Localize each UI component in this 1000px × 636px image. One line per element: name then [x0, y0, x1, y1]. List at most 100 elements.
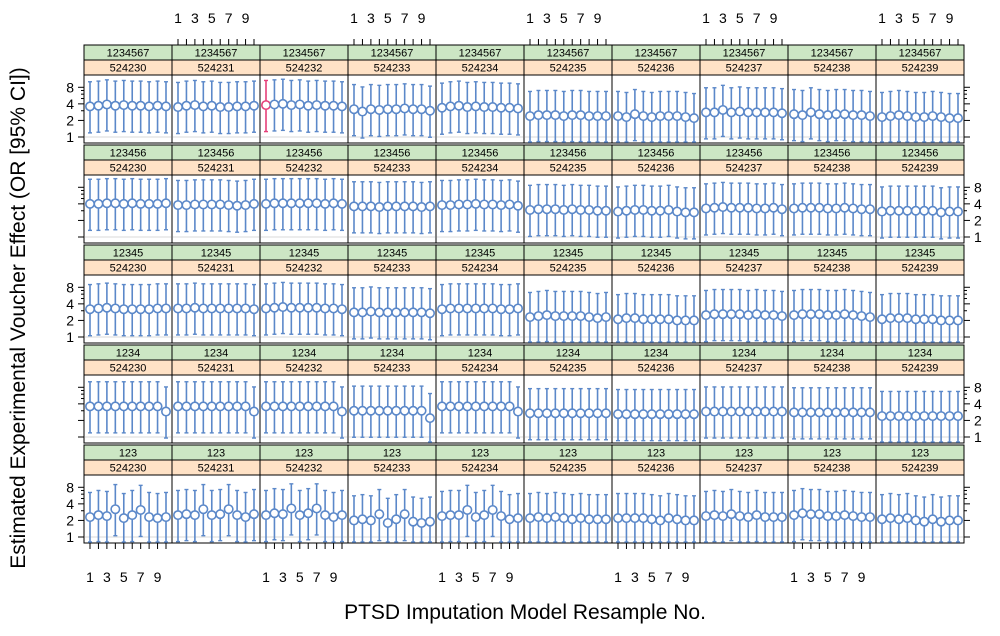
data-point: [348, 104, 359, 115]
data-point: [328, 198, 339, 209]
data-point: [646, 314, 657, 325]
data-point: [101, 511, 112, 522]
x-tick-label: 3: [103, 569, 111, 585]
data-point: [110, 198, 121, 209]
data-point: [424, 516, 435, 527]
data-point: [240, 512, 251, 523]
x-tick-label: 1: [262, 569, 270, 585]
strip-model-label: 1234: [380, 348, 404, 360]
strip-seed-label: 524233: [374, 363, 411, 375]
data-point: [558, 513, 569, 524]
data-point: [952, 411, 963, 422]
strip-model-label: 1234: [556, 348, 580, 360]
strip-model-label: 123456: [286, 148, 323, 160]
data-point: [848, 511, 859, 522]
data-point: [655, 314, 666, 325]
data-point: [902, 111, 913, 122]
panel: 12345 524233: [347, 244, 437, 344]
strip-model-label: 1234567: [195, 48, 238, 60]
data-point: [445, 101, 456, 112]
x-tick-label: 3: [367, 10, 375, 26]
data-point: [952, 515, 963, 526]
data-point: [286, 503, 297, 514]
data-point: [919, 314, 930, 325]
data-point: [768, 512, 779, 523]
strip-model-label: 1234567: [723, 48, 766, 60]
data-point: [93, 510, 104, 521]
data-point: [277, 198, 288, 209]
data-point: [232, 303, 243, 314]
data-point: [672, 206, 683, 217]
x-tick-label: 1: [438, 569, 446, 585]
data-point: [436, 511, 447, 522]
data-point: [726, 202, 737, 213]
data-point: [399, 103, 410, 114]
data-point: [927, 314, 938, 325]
panel-frame: [435, 474, 525, 544]
strip-model-label: 1234: [292, 348, 316, 360]
data-point: [374, 405, 385, 416]
x-tick-label: 1: [526, 10, 534, 26]
data-point: [232, 510, 243, 521]
data-point: [533, 512, 544, 523]
data-point: [453, 100, 464, 111]
panel: 123 524235: [523, 444, 613, 544]
strip-model-label: 12345: [641, 248, 672, 260]
y-axis-title: Estimated Experimental Voucher Effect (O…: [7, 67, 30, 569]
strip-model-label: 12345: [553, 248, 584, 260]
data-point: [584, 111, 595, 122]
y-tick-label: 2: [66, 112, 74, 128]
x-tick-label: 3: [719, 10, 727, 26]
panel-frame: [259, 174, 349, 244]
data-point: [260, 100, 271, 111]
panel-frame: [875, 474, 965, 544]
data-point: [127, 401, 138, 412]
strip-seed-label: 524236: [638, 63, 675, 75]
data-point: [445, 200, 456, 211]
panel-frame: [171, 474, 261, 544]
x-tick-label: 3: [807, 569, 815, 585]
data-point: [876, 206, 887, 217]
panel: 123456 524238: [787, 144, 877, 244]
data-point: [743, 202, 754, 213]
data-point: [424, 201, 435, 212]
data-point: [445, 510, 456, 521]
data-point: [575, 311, 586, 322]
strip-seed-label: 524237: [726, 63, 763, 75]
x-tick-label: 7: [665, 569, 673, 585]
data-point: [470, 101, 481, 112]
data-point: [391, 201, 402, 212]
data-point: [479, 102, 490, 113]
data-point: [709, 202, 720, 213]
data-point: [788, 407, 799, 418]
data-point: [85, 401, 96, 412]
data-point: [558, 111, 569, 122]
data-point: [885, 205, 896, 216]
data-point: [374, 307, 385, 318]
data-point: [864, 204, 875, 215]
data-point: [751, 309, 762, 320]
data-point: [629, 313, 640, 324]
data-point: [161, 198, 172, 209]
panel: 123 524230: [83, 444, 173, 544]
data-point: [496, 304, 507, 315]
strip-seed-label: 524232: [286, 163, 323, 175]
data-point: [768, 107, 779, 118]
strip-model-label: 12345: [465, 248, 496, 260]
data-point: [864, 512, 875, 523]
data-point: [864, 312, 875, 323]
data-point: [181, 200, 192, 211]
data-point: [910, 112, 921, 123]
panel: 123 524236: [611, 444, 701, 544]
data-point: [374, 509, 385, 520]
data-point: [206, 303, 217, 314]
x-tick-label: 5: [912, 10, 920, 26]
data-point: [717, 104, 728, 115]
strip-model-label: 123: [647, 448, 665, 460]
data-point: [550, 204, 561, 215]
x-tick-label: 5: [384, 10, 392, 26]
x-axis-title: PTSD Imputation Model Resample No.: [344, 601, 706, 624]
data-point: [612, 513, 623, 524]
data-point: [504, 199, 515, 210]
panel: 123456 524236: [611, 144, 701, 244]
